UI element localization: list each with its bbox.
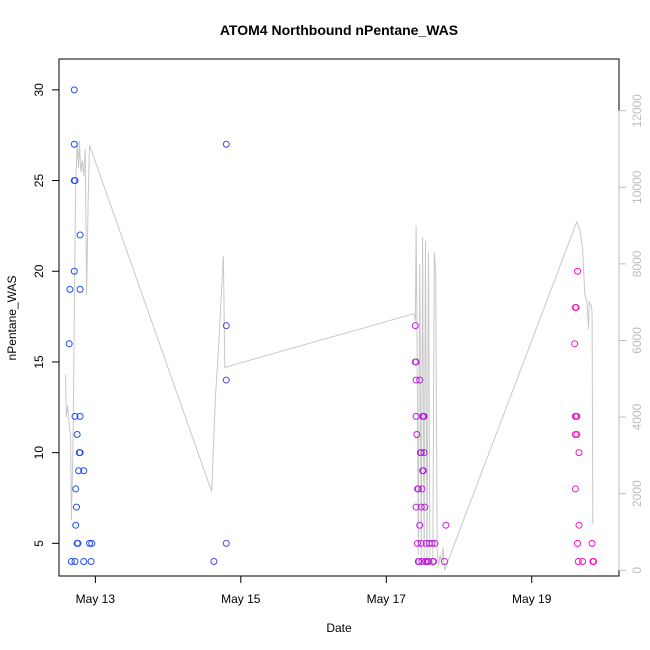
data-point bbox=[590, 557, 598, 565]
data-point bbox=[70, 267, 78, 275]
data-point bbox=[575, 521, 583, 529]
data-point bbox=[442, 521, 450, 529]
y-tick-label: 10 bbox=[32, 446, 46, 460]
data-point bbox=[70, 140, 78, 148]
chart-title: ATOM4 Northbound nPentane_WAS bbox=[220, 22, 458, 38]
data-point bbox=[73, 431, 81, 439]
data-point bbox=[430, 557, 438, 565]
y-tick-label: 5 bbox=[32, 540, 46, 547]
right-axis: 0 2000 4000 6000 8000 10000 12000 bbox=[618, 94, 644, 574]
data-point bbox=[414, 485, 422, 493]
y-tick-label: 25 bbox=[32, 174, 46, 188]
data-point bbox=[415, 557, 423, 565]
data-point bbox=[573, 431, 581, 439]
y-tick-label: 15 bbox=[32, 355, 46, 369]
y-axis-label: nPentane_WAS bbox=[5, 276, 19, 361]
data-point bbox=[87, 557, 95, 565]
data-point bbox=[572, 304, 580, 312]
data-point bbox=[412, 376, 420, 384]
data-point bbox=[65, 340, 73, 348]
secondary-series-line bbox=[65, 141, 594, 571]
data-point bbox=[575, 449, 583, 457]
data-point bbox=[88, 539, 96, 547]
data-point bbox=[70, 86, 78, 94]
x-tick-label: May 19 bbox=[512, 592, 552, 606]
data-point bbox=[222, 322, 230, 330]
data-point bbox=[222, 539, 230, 547]
data-point bbox=[420, 449, 428, 457]
right-tick-label: 4000 bbox=[630, 403, 644, 430]
data-point bbox=[72, 503, 80, 511]
x-axis: May 13 May 15 May 17 May 19 bbox=[76, 575, 552, 606]
data-point bbox=[71, 177, 79, 185]
right-tick-label: 8000 bbox=[630, 250, 644, 277]
data-point bbox=[571, 485, 579, 493]
data-point bbox=[76, 412, 84, 420]
data-point bbox=[210, 557, 218, 565]
right-tick-label: 2000 bbox=[630, 480, 644, 507]
data-point bbox=[80, 557, 88, 565]
data-point bbox=[419, 467, 427, 475]
right-tick-label: 12000 bbox=[630, 94, 644, 128]
data-point bbox=[574, 267, 582, 275]
data-point bbox=[72, 485, 80, 493]
data-point bbox=[574, 557, 582, 565]
data-point bbox=[86, 539, 94, 547]
data-point bbox=[440, 557, 448, 565]
data-point bbox=[574, 539, 582, 547]
data-point bbox=[412, 503, 420, 511]
y-axis: 5 10 15 20 25 30 bbox=[32, 83, 60, 547]
y-tick-label: 20 bbox=[32, 264, 46, 278]
data-point bbox=[411, 322, 419, 330]
data-point bbox=[579, 557, 587, 565]
data-point bbox=[80, 467, 88, 475]
data-point bbox=[412, 412, 420, 420]
data-point bbox=[74, 539, 82, 547]
data-point bbox=[416, 521, 424, 529]
data-point bbox=[421, 503, 429, 511]
data-point bbox=[76, 449, 84, 457]
data-point bbox=[424, 557, 432, 565]
data-point bbox=[66, 285, 74, 293]
x-tick-label: May 17 bbox=[367, 592, 407, 606]
data-point bbox=[71, 557, 79, 565]
data-points bbox=[65, 86, 598, 565]
x-tick-label: May 13 bbox=[76, 592, 116, 606]
data-point bbox=[417, 539, 425, 547]
data-point bbox=[416, 376, 424, 384]
plot-frame bbox=[58, 58, 620, 577]
x-tick-label: May 15 bbox=[221, 592, 261, 606]
data-point bbox=[420, 412, 428, 420]
data-point bbox=[67, 557, 75, 565]
data-point bbox=[72, 521, 80, 529]
y-tick-label: 30 bbox=[32, 83, 46, 97]
right-tick-label: 10000 bbox=[630, 170, 644, 204]
data-point bbox=[414, 539, 422, 547]
data-point bbox=[71, 412, 79, 420]
data-point bbox=[417, 449, 425, 457]
data-point bbox=[428, 539, 436, 547]
data-point bbox=[431, 539, 439, 547]
data-point bbox=[222, 376, 230, 384]
data-point bbox=[588, 539, 596, 547]
x-axis-label: Date bbox=[326, 621, 352, 635]
data-point bbox=[571, 340, 579, 348]
secondary-line bbox=[65, 141, 594, 571]
data-point bbox=[413, 431, 421, 439]
data-point bbox=[417, 503, 425, 511]
data-point bbox=[412, 358, 420, 366]
right-tick-label: 0 bbox=[630, 567, 644, 574]
data-point bbox=[76, 231, 84, 239]
data-point bbox=[573, 412, 581, 420]
data-point bbox=[418, 485, 426, 493]
data-point bbox=[75, 467, 83, 475]
data-point bbox=[222, 140, 230, 148]
data-point bbox=[76, 285, 84, 293]
right-tick-label: 6000 bbox=[630, 327, 644, 354]
